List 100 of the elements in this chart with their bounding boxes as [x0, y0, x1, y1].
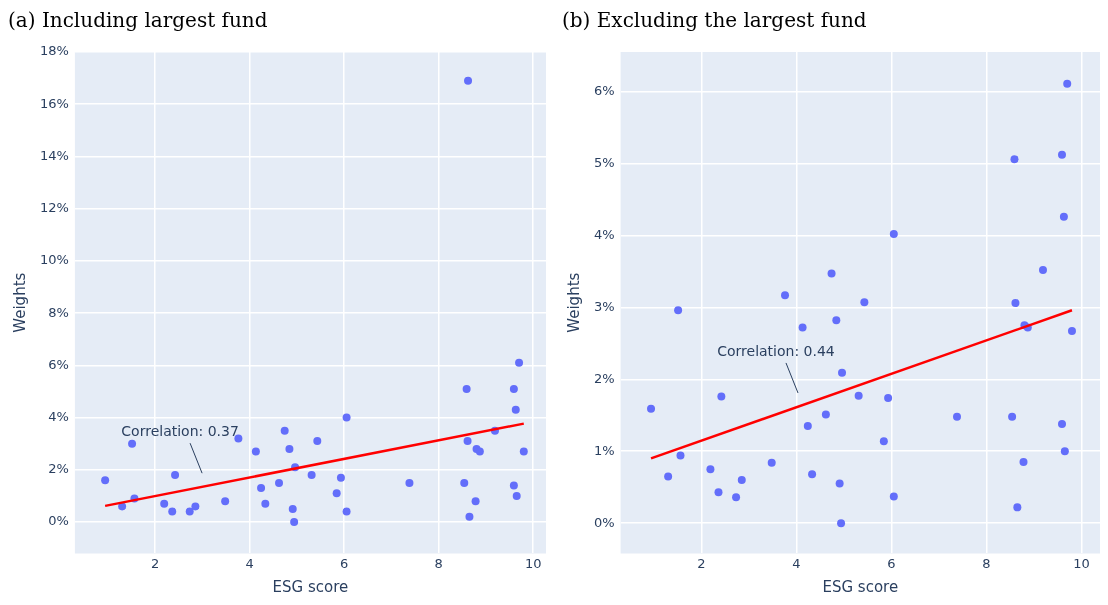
point	[342, 413, 351, 422]
point	[288, 505, 297, 514]
point	[257, 484, 266, 493]
point	[1008, 412, 1017, 421]
point	[160, 499, 169, 508]
point	[463, 437, 472, 446]
point	[860, 298, 869, 307]
y-tick-label: 4%	[48, 408, 69, 424]
annotation: Correlation: 0.37	[121, 422, 239, 439]
point	[261, 499, 270, 508]
point	[664, 472, 673, 481]
y-tick-label: 3%	[594, 298, 615, 314]
point	[781, 291, 790, 300]
point	[1063, 79, 1072, 88]
point	[854, 391, 863, 400]
point	[307, 471, 316, 480]
x-tick-label: 2	[151, 555, 160, 571]
point	[838, 368, 847, 377]
point	[471, 497, 480, 506]
point	[889, 492, 898, 501]
point	[251, 447, 260, 456]
point	[512, 491, 521, 500]
point	[509, 384, 518, 393]
y-tick-label: 0%	[594, 514, 615, 530]
y-tick-label: 1%	[594, 442, 615, 458]
point	[462, 384, 471, 393]
point	[313, 437, 322, 446]
point	[1057, 419, 1066, 428]
x-axis-title: ESG score	[822, 577, 899, 596]
chart-title: (a) Including largest fund	[8, 8, 268, 33]
point	[464, 76, 473, 85]
point	[101, 476, 110, 485]
point	[332, 489, 341, 498]
point	[1057, 150, 1066, 159]
point	[515, 358, 524, 367]
point	[953, 412, 961, 421]
point	[185, 507, 194, 516]
y-axis-title: Weights	[564, 272, 583, 333]
point	[737, 476, 746, 485]
y-axis-title: Weights	[10, 272, 29, 333]
point	[647, 404, 656, 413]
point	[884, 394, 893, 403]
point	[889, 230, 898, 238]
point	[171, 471, 180, 480]
point	[1059, 212, 1068, 221]
point	[1019, 458, 1028, 467]
y-tick-label: 12%	[39, 200, 69, 216]
point	[674, 306, 683, 315]
x-tick-label: 4	[245, 555, 254, 571]
point	[128, 439, 137, 448]
point	[798, 323, 807, 332]
point	[717, 392, 726, 401]
point	[191, 502, 200, 511]
point	[808, 470, 817, 479]
point	[714, 488, 723, 497]
point	[509, 481, 518, 490]
x-tick-label: 10	[524, 555, 542, 571]
point	[1067, 327, 1076, 336]
point	[827, 269, 836, 278]
annotation: Correlation: 0.44	[717, 342, 835, 359]
x-tick-label: 10	[1073, 555, 1090, 571]
point	[234, 434, 243, 443]
point	[280, 426, 289, 435]
point	[290, 518, 299, 527]
x-tick-label: 6	[887, 555, 896, 571]
x-tick-label: 2	[697, 555, 706, 571]
y-tick-label: 8%	[48, 304, 69, 320]
point	[1060, 447, 1069, 456]
point	[511, 405, 520, 414]
point	[832, 316, 841, 325]
x-axis-title: ESG score	[272, 577, 349, 596]
point	[519, 447, 528, 456]
point	[837, 519, 846, 528]
point	[803, 422, 812, 431]
point	[1011, 299, 1020, 308]
point	[835, 479, 844, 488]
y-tick-label: 2%	[594, 370, 615, 386]
point	[342, 507, 351, 516]
point	[336, 473, 345, 482]
x-tick-label: 6	[340, 555, 349, 571]
y-tick-label: 10%	[39, 252, 69, 268]
x-tick-label: 4	[792, 555, 801, 571]
point	[275, 478, 284, 487]
point	[1013, 503, 1022, 512]
point	[706, 465, 715, 474]
point	[221, 497, 230, 506]
y-tick-label: 14%	[39, 147, 69, 163]
point	[168, 507, 177, 516]
point	[879, 437, 888, 446]
point	[285, 444, 294, 453]
point	[676, 451, 685, 460]
chart-title: (b) Excluding the largest fund	[562, 8, 867, 33]
point	[767, 458, 776, 467]
x-tick-label: 8	[434, 555, 443, 571]
y-tick-label: 18%	[39, 43, 69, 59]
point	[465, 512, 474, 521]
y-tick-label: 0%	[48, 513, 69, 529]
y-tick-label: 2%	[48, 461, 69, 477]
y-tick-label: 6%	[48, 356, 69, 372]
point	[405, 478, 414, 487]
